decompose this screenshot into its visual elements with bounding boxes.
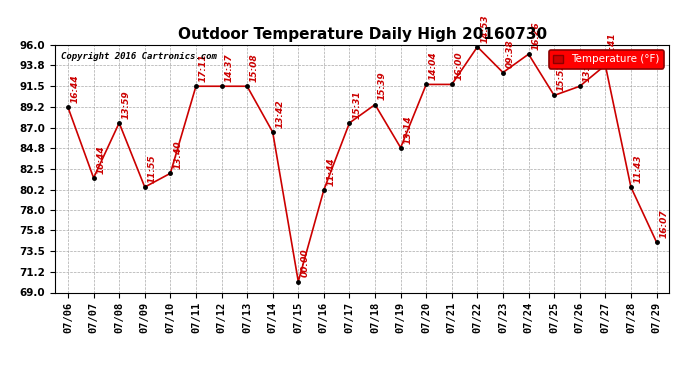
Text: 13:06: 13:06 [582, 54, 591, 82]
Text: 14:53: 14:53 [480, 14, 489, 43]
Text: 11:55: 11:55 [148, 154, 157, 183]
Text: 13:59: 13:59 [122, 90, 131, 119]
Text: 17:11: 17:11 [199, 54, 208, 82]
Text: 15:39: 15:39 [378, 72, 387, 100]
Text: 15:08: 15:08 [250, 54, 259, 82]
Text: 11:44: 11:44 [326, 157, 335, 186]
Text: 13:42: 13:42 [275, 99, 284, 128]
Text: 00:00: 00:00 [301, 249, 310, 278]
Text: 13:40: 13:40 [173, 141, 182, 169]
Text: 11:43: 11:43 [633, 154, 642, 183]
Text: 16:44: 16:44 [71, 75, 80, 103]
Text: 09:38: 09:38 [506, 40, 515, 68]
Text: 16:07: 16:07 [659, 209, 669, 238]
Text: 16:00: 16:00 [455, 52, 464, 80]
Text: Copyright 2016 Cartronics.com: Copyright 2016 Cartronics.com [61, 53, 217, 62]
Title: Outdoor Temperature Daily High 20160730: Outdoor Temperature Daily High 20160730 [178, 27, 546, 42]
Text: 14:04: 14:04 [429, 52, 438, 80]
Text: 16:26: 16:26 [531, 21, 540, 50]
Text: 13:14: 13:14 [404, 115, 413, 144]
Text: 15:31: 15:31 [352, 90, 362, 119]
Text: 14:37: 14:37 [224, 54, 233, 82]
Text: 15:52: 15:52 [557, 63, 566, 91]
Legend: Temperature (°F): Temperature (°F) [549, 50, 664, 69]
Text: 14:41: 14:41 [608, 32, 617, 61]
Text: 10:44: 10:44 [97, 145, 106, 174]
